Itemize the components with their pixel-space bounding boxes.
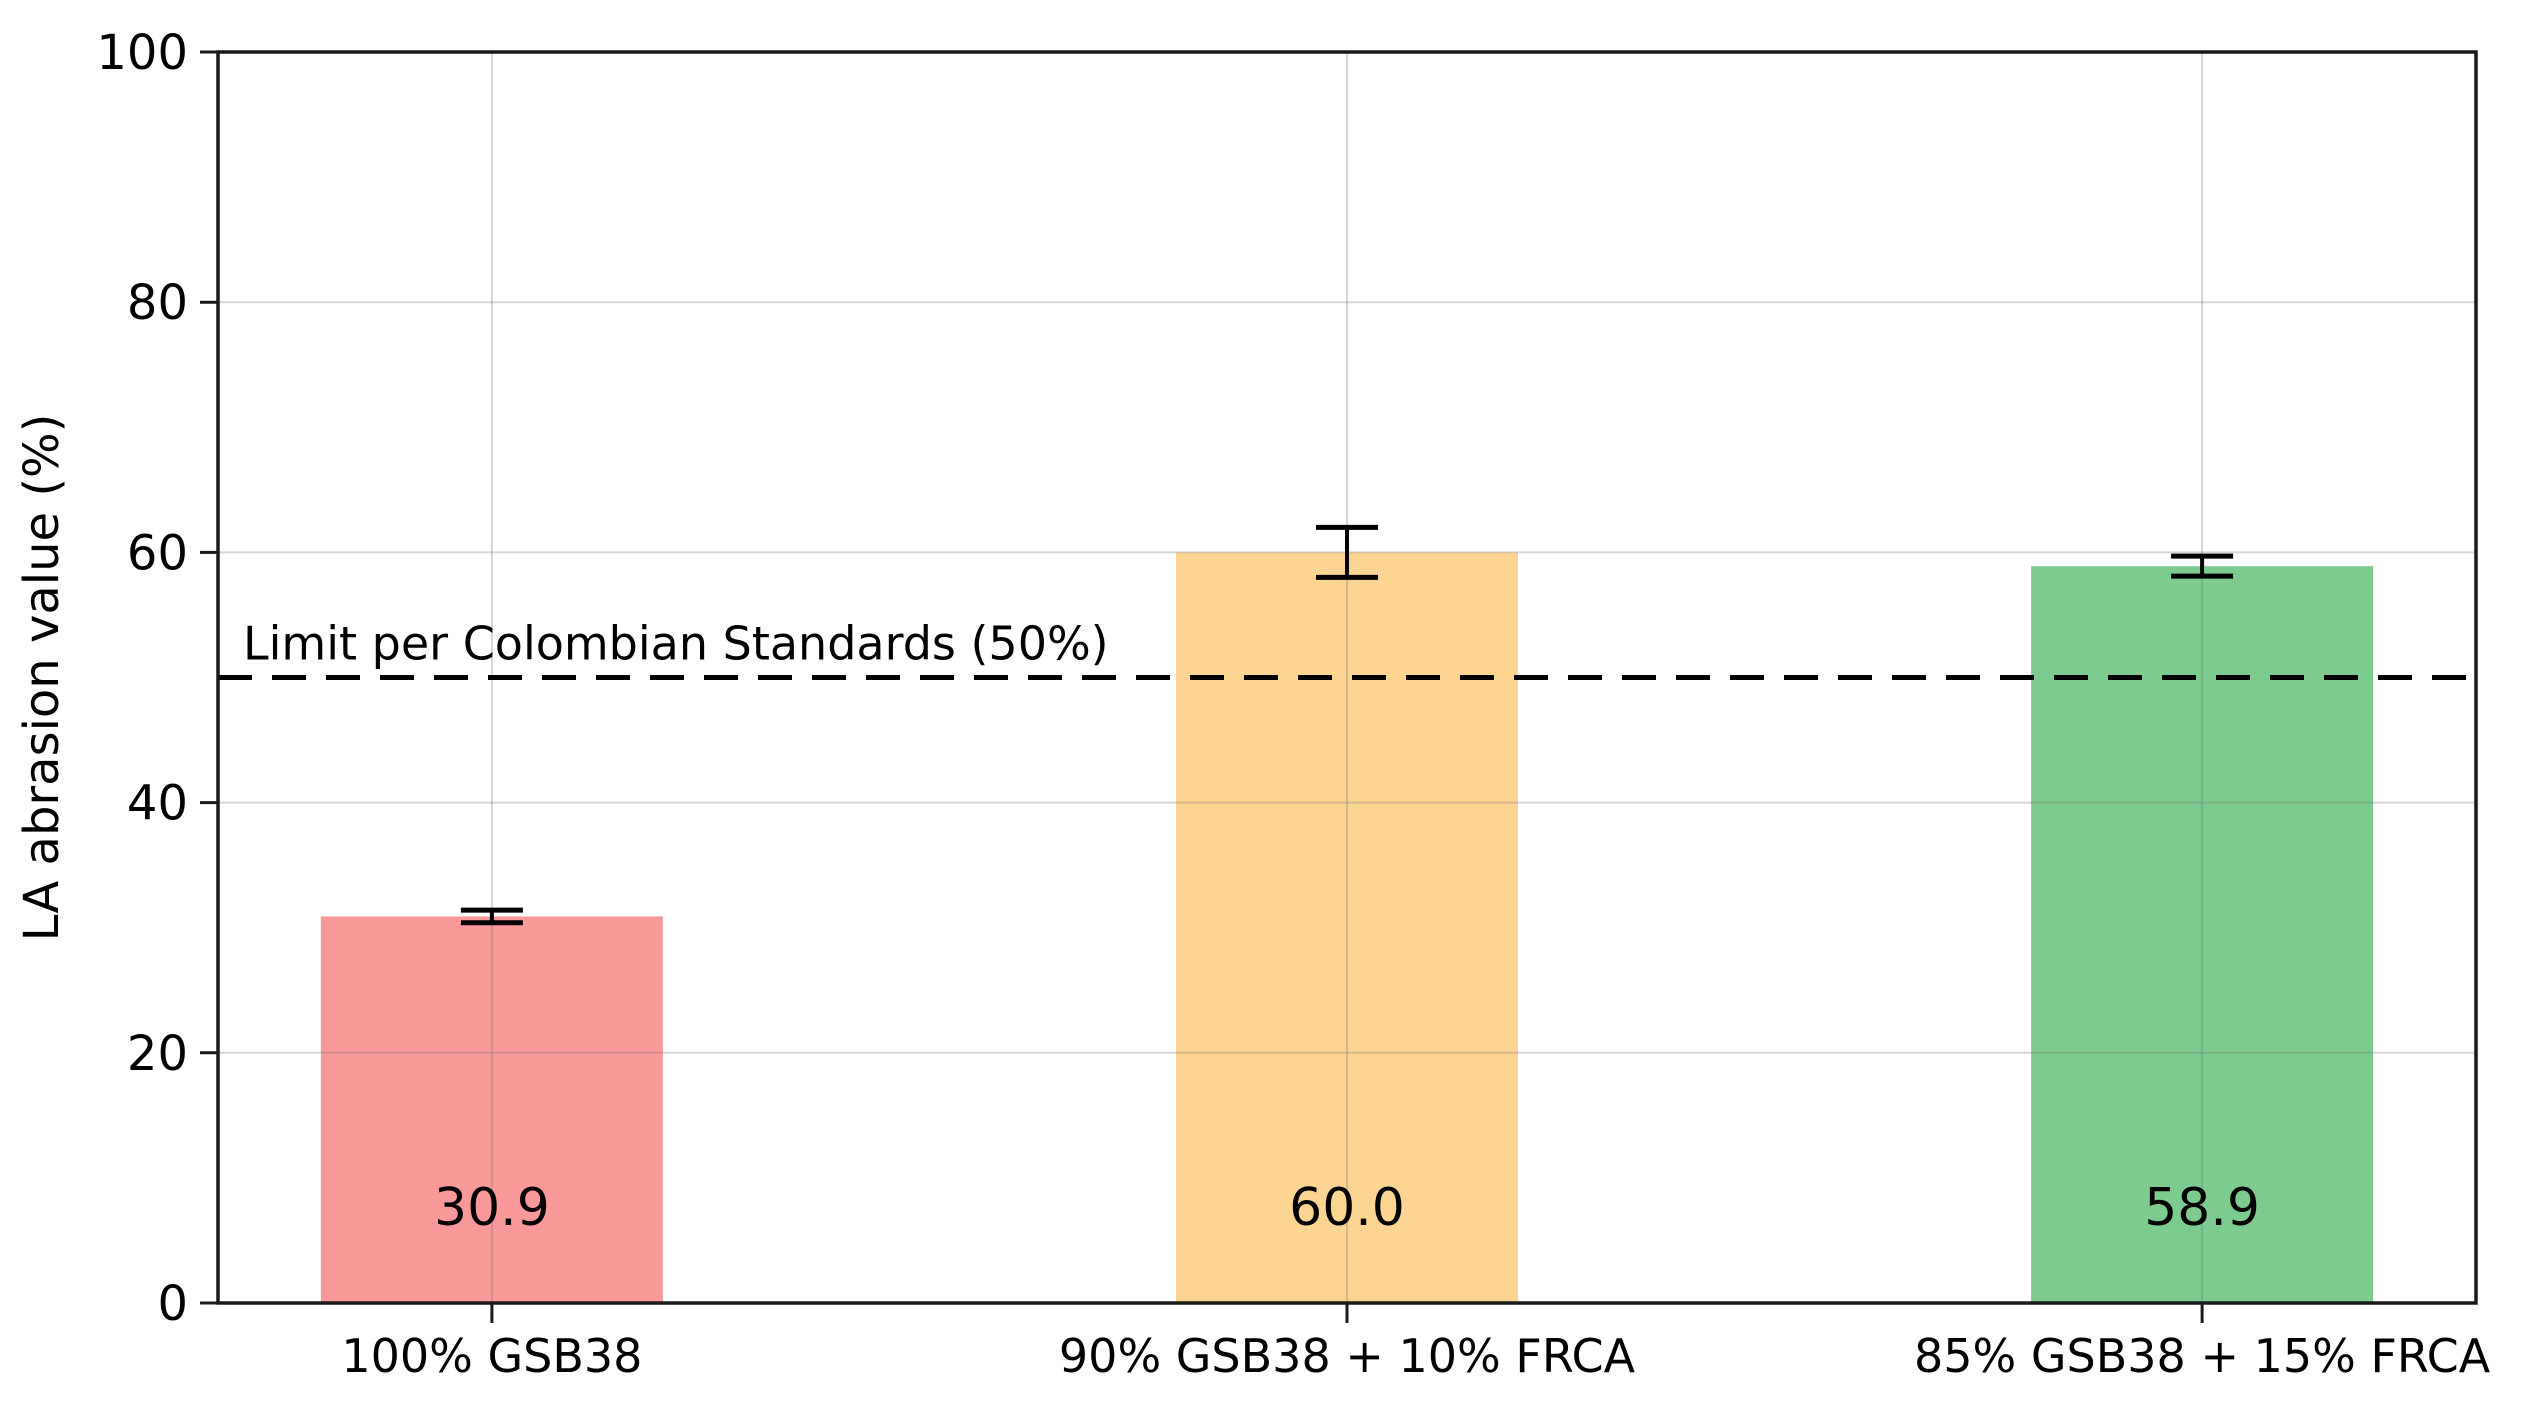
x-tick-label: 100% GSB38 (341, 1329, 642, 1383)
y-tick-label: 40 (127, 776, 188, 832)
bar-1 (320, 916, 663, 1303)
x-tick-label: 85% GSB38 + 15% FRCA (1914, 1329, 2491, 1383)
bar-value-label: 60.0 (1289, 1178, 1405, 1238)
y-axis-title: LA abrasion value (%) (14, 414, 70, 942)
y-tick-label: 0 (157, 1276, 188, 1332)
y-tick-label: 60 (127, 525, 188, 581)
y-tick-label: 80 (127, 275, 188, 331)
reference-line-label: Limit per Colombian Standards (50%) (243, 617, 1109, 671)
bar-3 (2031, 566, 2374, 1303)
y-tick-label: 20 (127, 1026, 188, 1082)
bar-value-label: 58.9 (2144, 1178, 2260, 1238)
x-tick-label: 90% GSB38 + 10% FRCA (1059, 1329, 1636, 1383)
bar-value-label: 30.9 (434, 1178, 550, 1238)
y-tick-label: 100 (96, 25, 188, 81)
